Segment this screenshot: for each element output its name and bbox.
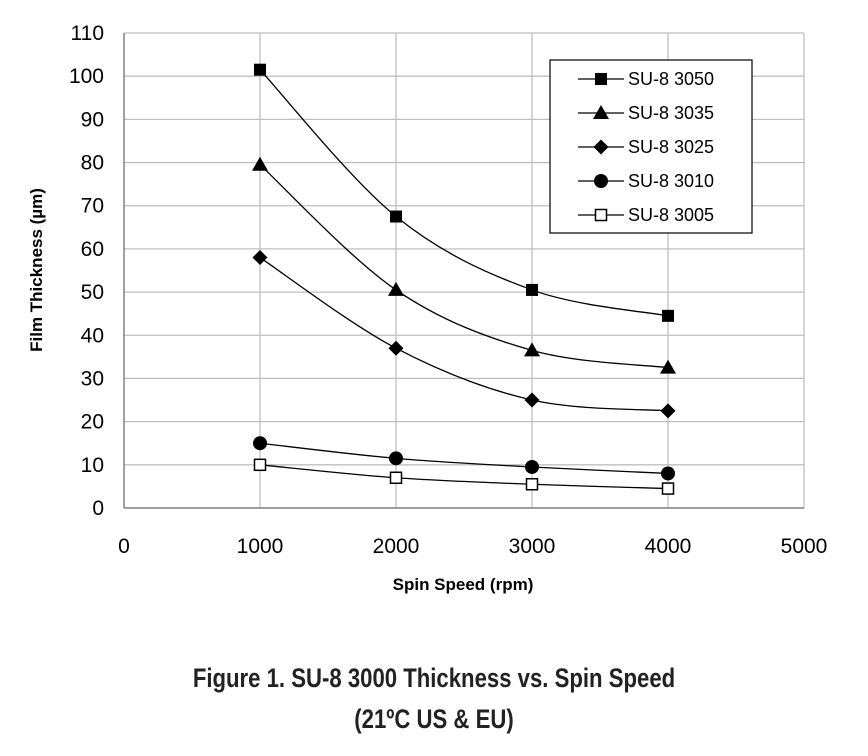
- legend-item: SU-8 3050: [578, 69, 714, 89]
- series-line: [259, 464, 669, 490]
- y-tick-label: 110: [71, 22, 104, 45]
- data-point: [661, 482, 675, 495]
- legend-label: SU-8 3005: [628, 205, 714, 225]
- series-line: [259, 257, 669, 412]
- data-point: [390, 210, 402, 223]
- y-tick-label: 40: [81, 324, 104, 347]
- x-tick-label: 4000: [645, 535, 692, 558]
- x-tick-label: 3000: [509, 535, 556, 558]
- legend-item: SU-8 3010: [578, 171, 714, 191]
- data-point: [526, 283, 538, 296]
- legend-label: SU-8 3025: [628, 137, 714, 157]
- data-point: [525, 478, 539, 491]
- data-point: [389, 451, 403, 466]
- grid: [124, 32, 805, 508]
- data-point: [524, 392, 540, 408]
- data-point: [525, 459, 539, 474]
- y-tick-label: 10: [81, 454, 104, 477]
- legend-label: SU-8 3050: [628, 69, 714, 89]
- data-point: [388, 340, 404, 356]
- legend-marker: [593, 105, 609, 119]
- data-point: [524, 342, 540, 357]
- legend-marker: [595, 73, 607, 85]
- x-axis-title: Spin Speed (rpm): [393, 575, 534, 594]
- data-point: [660, 359, 676, 374]
- series-line: [259, 164, 669, 369]
- data-point: [660, 403, 676, 419]
- y-tick-label: 50: [81, 281, 104, 304]
- data-point: [252, 250, 268, 266]
- data-point: [254, 63, 266, 76]
- x-tick-label: 5000: [781, 535, 828, 558]
- figure-caption: Figure 1. SU-8 3000 Thickness vs. Spin S…: [192, 663, 676, 693]
- series-su-8-3035: [252, 156, 676, 374]
- data-point: [388, 281, 404, 296]
- series-su-8-3005: [253, 458, 675, 495]
- data-point: [389, 471, 403, 485]
- legend-item: SU-8 3025: [578, 137, 714, 157]
- x-tick-label: 2000: [373, 535, 420, 558]
- series-su-8-3025: [252, 250, 676, 419]
- series-layer: [252, 63, 676, 495]
- y-tick-label: 90: [81, 108, 104, 131]
- data-point: [252, 156, 268, 171]
- y-tick-label: 0: [92, 497, 104, 520]
- x-tick-label: 0: [118, 535, 130, 558]
- legend-label: SU-8 3010: [628, 171, 714, 191]
- data-point: [253, 436, 267, 451]
- data-point: [253, 458, 267, 472]
- y-tick-label: 100: [69, 65, 104, 88]
- legend: SU-8 3050 SU-8 3035 SU-8 3025 SU-8 3010 SU-8…: [549, 59, 753, 234]
- chart: 0 10 20 30 40 50 60 70 80 90 100 110 0 1000 2000 3000 40…: [27, 22, 827, 594]
- data-point: [661, 466, 675, 481]
- legend-marker: [594, 208, 608, 222]
- axes: 0 10 20 30 40 50 60 70 80 90 100 110 0 1000 2000 3000 40…: [69, 22, 827, 558]
- series-su-8-3010: [253, 436, 675, 481]
- y-tick-label: 70: [81, 195, 104, 218]
- y-axis-title: Film Thickness (µm): [27, 188, 46, 352]
- figure-caption-subtitle: (21ºC US & EU): [354, 704, 514, 734]
- legend-marker: [593, 139, 609, 155]
- legend-marker: [594, 174, 608, 188]
- series-line: [259, 69, 669, 317]
- y-tick-label: 20: [81, 411, 104, 434]
- data-point: [662, 309, 674, 322]
- y-tick-label: 80: [81, 152, 104, 175]
- y-tick-label: 30: [81, 367, 104, 390]
- legend-item: SU-8 3035: [578, 103, 714, 123]
- y-tick-label: 60: [81, 238, 104, 261]
- legend-item: SU-8 3005: [578, 205, 714, 225]
- series-line: [259, 442, 669, 475]
- legend-label: SU-8 3035: [628, 103, 714, 123]
- x-tick-label: 1000: [237, 535, 284, 558]
- series-su-8-3050: [254, 63, 674, 322]
